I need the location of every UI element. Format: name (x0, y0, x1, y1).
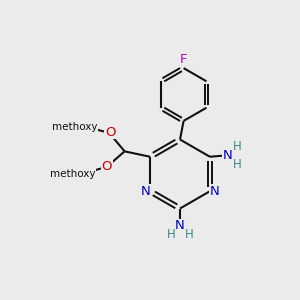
Text: O: O (105, 126, 116, 139)
Text: H: H (232, 140, 241, 153)
Text: H: H (184, 228, 194, 242)
Text: N: N (210, 185, 220, 198)
Text: H: H (232, 158, 241, 171)
Text: N: N (175, 219, 185, 232)
Text: O: O (101, 160, 112, 173)
Text: N: N (140, 185, 150, 198)
Text: methoxy: methoxy (52, 122, 98, 132)
Text: N: N (223, 149, 233, 162)
Text: methoxy: methoxy (50, 169, 95, 178)
Text: F: F (180, 52, 187, 66)
Text: H: H (167, 228, 176, 242)
